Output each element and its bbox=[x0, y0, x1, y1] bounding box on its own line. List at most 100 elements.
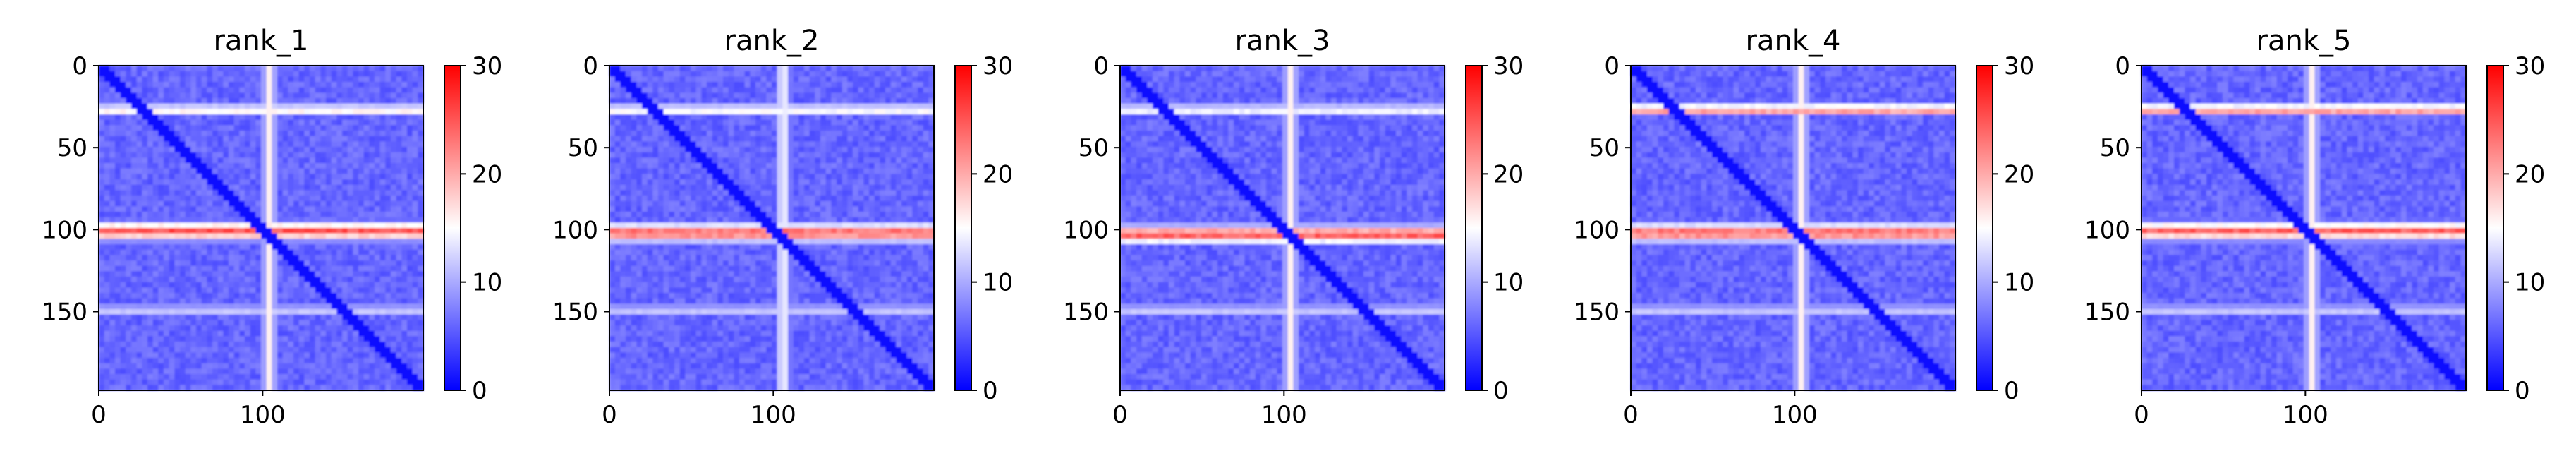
heatmap-cell bbox=[385, 190, 391, 196]
heatmap-cell bbox=[331, 385, 337, 391]
heatmap-cell bbox=[109, 152, 116, 158]
heatmap-cell bbox=[869, 103, 875, 109]
heatmap-cell bbox=[250, 222, 256, 229]
heatmap-cell bbox=[723, 125, 729, 131]
heatmap-cell bbox=[104, 303, 110, 310]
heatmap-cell bbox=[674, 98, 681, 104]
heatmap-cell bbox=[142, 196, 148, 202]
heatmap-cell bbox=[385, 228, 391, 234]
heatmap-cell bbox=[120, 374, 126, 380]
heatmap-cell bbox=[104, 293, 110, 299]
heatmap-cell bbox=[728, 168, 734, 174]
heatmap-cell bbox=[418, 249, 424, 255]
heatmap-cell bbox=[707, 114, 713, 121]
heatmap-cell bbox=[874, 109, 880, 115]
heatmap-cell bbox=[385, 374, 391, 380]
heatmap-cell bbox=[169, 325, 175, 332]
heatmap-cell bbox=[847, 174, 853, 180]
heatmap-cell bbox=[180, 174, 186, 180]
heatmap-cell bbox=[407, 298, 413, 304]
heatmap-cell bbox=[169, 303, 175, 310]
heatmap-cell bbox=[647, 125, 653, 131]
heatmap-cell bbox=[331, 152, 337, 158]
heatmap-cell bbox=[245, 271, 251, 277]
heatmap-cell bbox=[104, 71, 110, 77]
heatmap-cell bbox=[304, 233, 310, 239]
heatmap-cell bbox=[777, 174, 783, 180]
heatmap-cell bbox=[379, 379, 386, 385]
heatmap-cell bbox=[131, 282, 138, 288]
heatmap-cell bbox=[669, 184, 675, 191]
heatmap-cell bbox=[412, 358, 418, 364]
heatmap-cell bbox=[207, 174, 213, 180]
heatmap-cell bbox=[282, 141, 288, 148]
heatmap-cell bbox=[375, 217, 381, 223]
heatmap-cell bbox=[185, 157, 191, 164]
heatmap-cell bbox=[642, 109, 648, 115]
heatmap-cell bbox=[626, 71, 632, 77]
heatmap-cell bbox=[282, 168, 288, 174]
heatmap-cell bbox=[298, 103, 305, 109]
heatmap-cell bbox=[885, 179, 892, 186]
heatmap-cell bbox=[277, 368, 284, 375]
heatmap-cell bbox=[217, 325, 224, 332]
heatmap-cell bbox=[663, 92, 669, 99]
heatmap-cell bbox=[250, 244, 256, 251]
heatmap-cell bbox=[853, 82, 859, 88]
heatmap-cell bbox=[385, 265, 391, 272]
heatmap-cell bbox=[315, 147, 321, 153]
heatmap-cell bbox=[825, 87, 832, 93]
heatmap-cell bbox=[99, 136, 105, 142]
heatmap-cell bbox=[120, 157, 126, 164]
heatmap-cell bbox=[99, 277, 105, 283]
heatmap-cell bbox=[99, 233, 105, 239]
heatmap-cell bbox=[358, 314, 365, 320]
heatmap-cell bbox=[120, 71, 126, 77]
heatmap-cell bbox=[712, 114, 718, 121]
heatmap-cell bbox=[412, 147, 418, 153]
heatmap-cell bbox=[315, 330, 321, 337]
heatmap-cell bbox=[647, 157, 653, 164]
heatmap-cell bbox=[212, 152, 219, 158]
heatmap-cell bbox=[401, 320, 408, 326]
heatmap-cell bbox=[282, 136, 288, 142]
heatmap-cell bbox=[331, 131, 337, 137]
heatmap-cell bbox=[750, 66, 756, 72]
heatmap-cell bbox=[391, 76, 397, 83]
heatmap-cell bbox=[147, 363, 154, 369]
heatmap-cell bbox=[109, 303, 116, 310]
heatmap-cell bbox=[777, 98, 783, 104]
heatmap-cell bbox=[272, 314, 278, 320]
heatmap-cell bbox=[739, 131, 746, 137]
heatmap-cell bbox=[375, 82, 381, 88]
heatmap-cell bbox=[131, 168, 138, 174]
heatmap-cell bbox=[272, 76, 278, 83]
heatmap-cell bbox=[326, 222, 332, 229]
heatmap-cell bbox=[375, 200, 381, 207]
heatmap-cell bbox=[250, 92, 256, 99]
heatmap-cell bbox=[353, 163, 359, 169]
heatmap-cell bbox=[707, 87, 713, 93]
heatmap-cell bbox=[663, 131, 669, 137]
heatmap-cell bbox=[358, 157, 365, 164]
heatmap-cell bbox=[353, 190, 359, 196]
heatmap-cell bbox=[298, 76, 305, 83]
heatmap-cell bbox=[293, 196, 300, 202]
heatmap-cell bbox=[109, 342, 116, 348]
heatmap-cell bbox=[288, 347, 294, 353]
heatmap-cell bbox=[631, 174, 637, 180]
heatmap-cell bbox=[109, 200, 116, 207]
heatmap-cell bbox=[880, 114, 886, 121]
heatmap-cell bbox=[164, 374, 170, 380]
heatmap-cell bbox=[272, 152, 278, 158]
heatmap-cell bbox=[923, 82, 929, 88]
heatmap-cell bbox=[626, 136, 632, 142]
heatmap-cell bbox=[407, 249, 413, 255]
heatmap-cell bbox=[369, 168, 375, 174]
heatmap-cell bbox=[847, 114, 853, 121]
heatmap-cell bbox=[147, 228, 154, 234]
heatmap-cell bbox=[185, 309, 191, 315]
heatmap-cell bbox=[326, 212, 332, 218]
heatmap-cell bbox=[358, 222, 365, 229]
heatmap-cell bbox=[772, 87, 778, 93]
